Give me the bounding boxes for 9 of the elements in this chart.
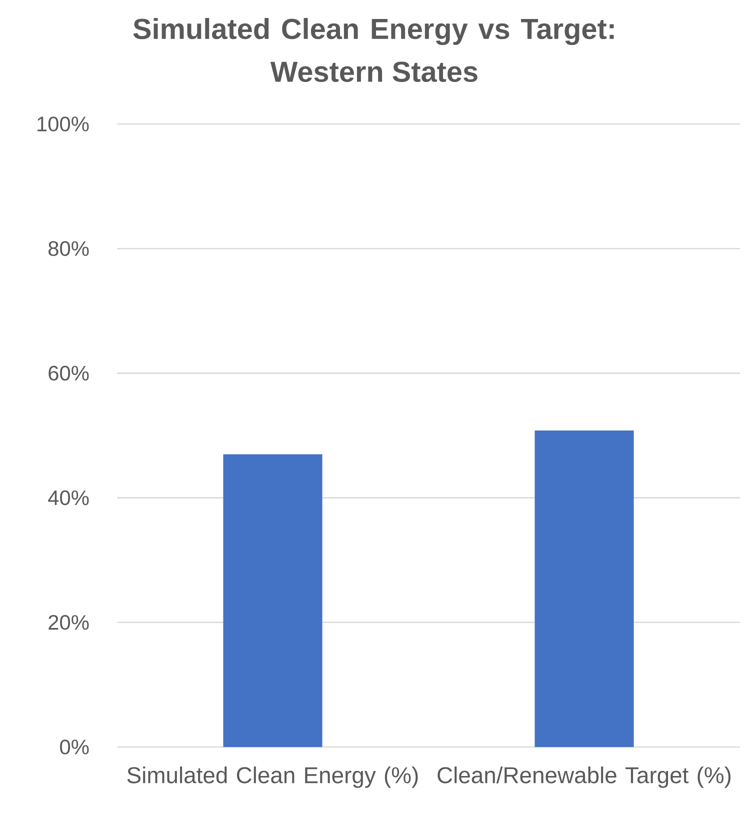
y-tick-label: 20%	[48, 614, 89, 630]
y-tick-label: 80%	[48, 241, 89, 256]
chart-title: Simulated Clean Energy vs Target: Western States	[133, 18, 614, 82]
y-tick-label: 40%	[48, 490, 89, 506]
y-tick-label: 100%	[38, 116, 89, 132]
y-tick-label: 0%	[60, 740, 89, 754]
y-tick-label: 60%	[48, 366, 89, 381]
x-tick-label: Clean/Renewable Target (%)	[438, 766, 731, 788]
x-tick-label: Simulated Clean Energy (%)	[127, 766, 418, 788]
